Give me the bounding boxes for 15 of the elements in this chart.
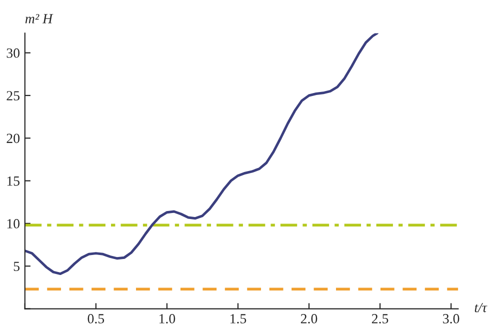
x-tick-label: 3.0 <box>443 314 460 324</box>
y-tick-label: 25 <box>6 91 20 100</box>
x-axis-title: t/τ <box>474 302 488 312</box>
y-tick-label: 5 <box>14 262 20 272</box>
x-tick-label: 1.5 <box>230 314 246 324</box>
x-tick-label: 0.5 <box>88 314 104 324</box>
y-tick-label: 10 <box>7 219 20 228</box>
x-tick-label: 1.0 <box>159 314 176 324</box>
y-tick-label: 15 <box>7 176 20 186</box>
x-tick-label: 2.0 <box>300 314 318 324</box>
y-axis-title: m² H <box>25 14 54 24</box>
line-series <box>24 33 378 276</box>
x-tick-label: 2.5 <box>372 314 388 324</box>
y-tick-label: 20 <box>6 134 20 144</box>
y-tick-label: 30 <box>6 48 20 58</box>
